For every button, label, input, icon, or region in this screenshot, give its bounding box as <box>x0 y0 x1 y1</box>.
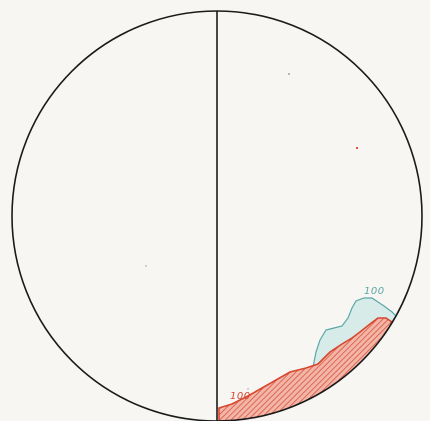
blue-region-label: 100 <box>364 286 385 297</box>
speck <box>355 146 359 150</box>
outer-circle <box>11 10 423 421</box>
speck <box>288 73 290 75</box>
speck <box>247 388 249 390</box>
speck <box>145 265 147 267</box>
red-region-label: 100 <box>230 391 251 402</box>
